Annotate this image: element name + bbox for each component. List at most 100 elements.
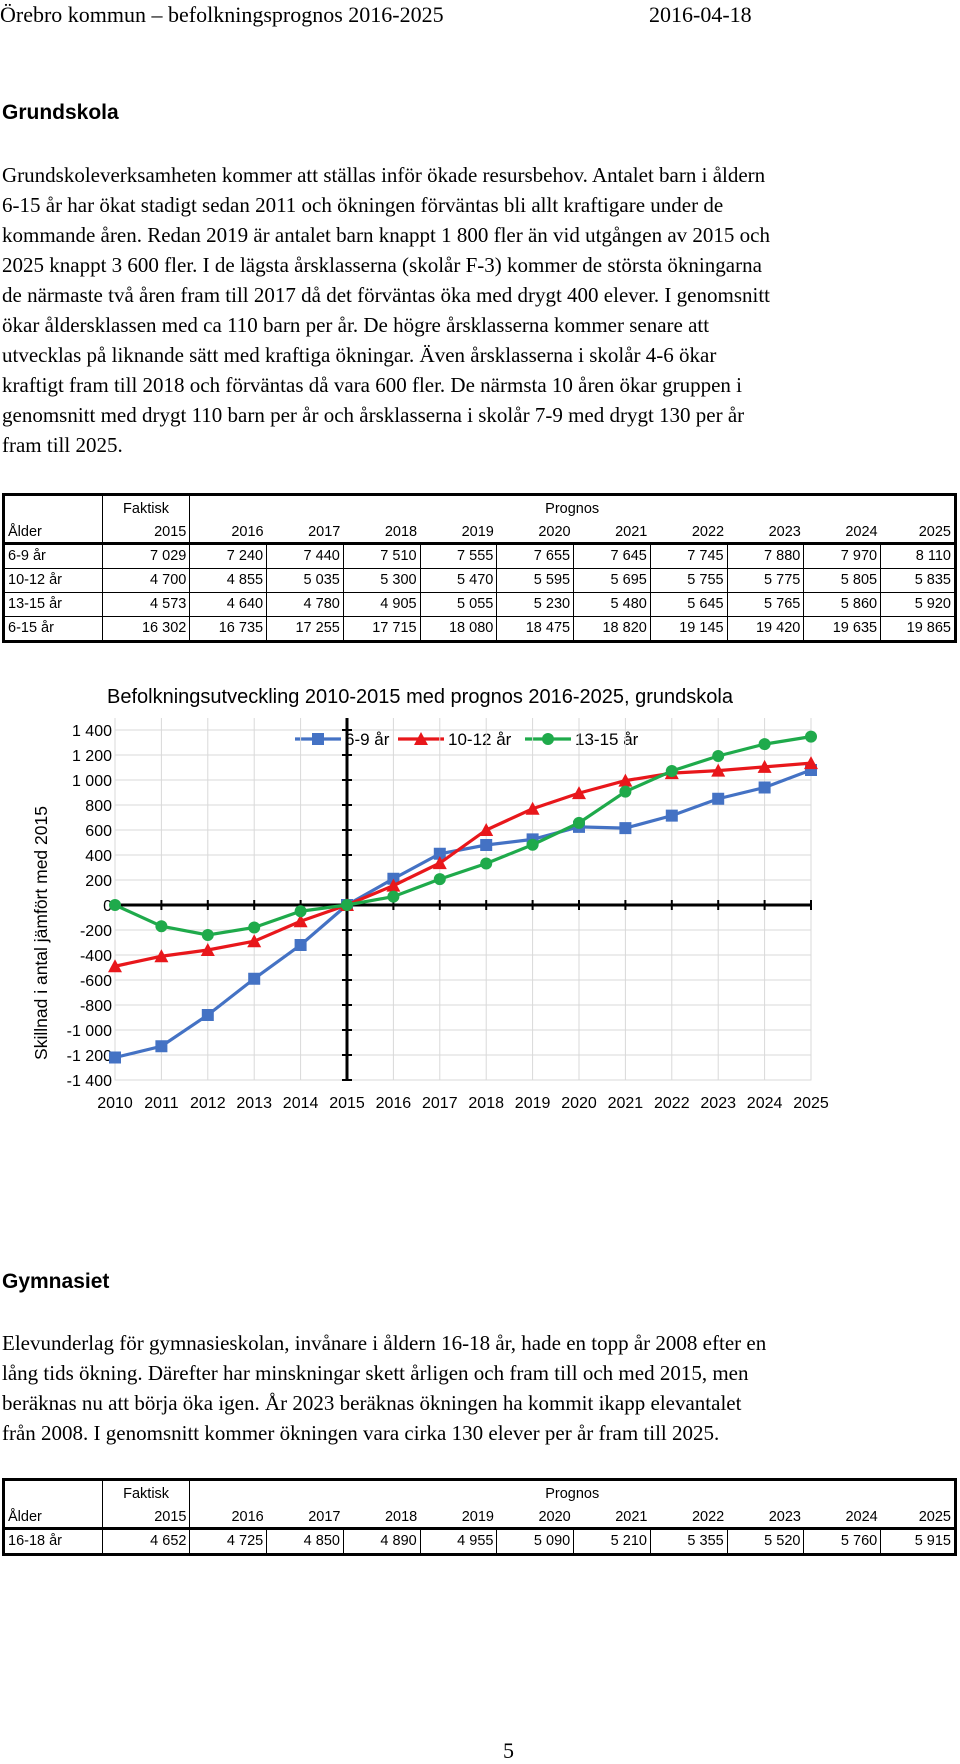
- data-point: [201, 929, 214, 941]
- x-tick-label: 2017: [422, 1095, 458, 1112]
- x-tick-label: 2010: [97, 1095, 133, 1112]
- x-tick-label: 2025: [793, 1095, 829, 1112]
- data-point: [386, 878, 401, 892]
- table-cell: 7 240: [189, 543, 267, 569]
- paragraph-line: lång tids ökning. Därefter har minskning…: [2, 1361, 749, 1385]
- year-header: 2023: [727, 1507, 804, 1530]
- y-tick-label: 200: [85, 873, 112, 890]
- table-cell: 19 635: [803, 616, 881, 643]
- data-point: [432, 856, 447, 870]
- year-header: 2020: [496, 522, 574, 545]
- table-cell: 4 640: [189, 592, 267, 617]
- table-cell: 19 865: [880, 616, 957, 643]
- y-tick-label: 0: [103, 898, 112, 915]
- year-header: 2017: [266, 1507, 344, 1530]
- table-cell: 7 655: [496, 543, 574, 569]
- data-point: [480, 839, 493, 851]
- year-header: 2017: [266, 522, 344, 545]
- table-row: 13-15 år 4 573 4 640 4 780 4 905 5 055 5 230 5 …: [2, 592, 957, 617]
- data-point: [247, 934, 262, 948]
- data-point: [109, 1051, 121, 1064]
- legend-marker: [312, 733, 324, 745]
- data-point: [387, 890, 400, 903]
- y-tick-label: -1 200: [67, 1048, 112, 1065]
- year-header: 2022: [650, 1507, 728, 1530]
- data-point: [479, 823, 494, 836]
- legend-marker: [542, 733, 554, 745]
- data-point: [154, 949, 169, 963]
- data-point: [433, 873, 446, 886]
- data-point: [665, 765, 678, 777]
- table-cell: 17 255: [266, 616, 344, 643]
- gymnasiet-table: Faktisk Prognos Ålder 2015 2016 2017 2018 2019 2…: [2, 1478, 957, 1556]
- table-cell: 4 725: [189, 1528, 267, 1556]
- table-cell: 5 090: [496, 1528, 574, 1556]
- prognos-label: Prognos: [189, 1478, 957, 1507]
- year-header: 2021: [573, 522, 651, 545]
- table-cell: 5 775: [726, 568, 804, 593]
- year-header: 2016: [189, 1507, 267, 1530]
- y-tick-label: 600: [85, 823, 112, 840]
- x-axis-ticks: 2010 2011 2012 2013 2014 2015 2016 2017 2018 2019…: [97, 1095, 829, 1112]
- table-cell: 5 645: [649, 592, 728, 617]
- y-tick-label: 400: [85, 848, 112, 865]
- y-tick-label: 800: [85, 798, 112, 815]
- table-cell: 5 765: [726, 592, 804, 617]
- table-cell: 16 302: [101, 616, 190, 643]
- faktisk-label: Faktisk: [101, 493, 190, 522]
- table-cell: 5 835: [880, 568, 957, 593]
- table-cell: 7 029: [101, 543, 190, 569]
- data-point: [200, 943, 215, 956]
- legend-label: 6-9 år: [345, 730, 390, 749]
- chart-title: Befolkningsutveckling 2010-2015 med prog…: [107, 686, 733, 708]
- table-cell: 7 510: [342, 543, 421, 569]
- year-header: 2018: [343, 1507, 421, 1530]
- year-header: 2019: [420, 1507, 497, 1530]
- row-label: 10-12 år: [2, 568, 103, 593]
- year-header: 2023: [727, 522, 804, 545]
- data-point: [108, 959, 122, 973]
- alder-label: Ålder: [2, 1507, 103, 1530]
- data-point: [248, 972, 261, 985]
- table-cell: 4 890: [342, 1528, 421, 1556]
- data-point: [758, 738, 771, 751]
- paragraph-line: från 2008. I genomsnitt kommer ökningen …: [2, 1421, 720, 1445]
- year-header: 2025: [880, 1507, 957, 1530]
- data-point: [619, 822, 632, 835]
- chart-legend: 6-9 år 10-12 år 13-15 år: [295, 730, 639, 749]
- chart-series: [108, 730, 818, 1064]
- table-cell: 5 520: [726, 1528, 804, 1556]
- table-cell: 19 145: [649, 616, 728, 643]
- table-cell: 5 760: [803, 1528, 881, 1556]
- x-tick-label: 2011: [144, 1095, 179, 1112]
- table-cell: 5 805: [803, 568, 881, 593]
- data-point: [155, 920, 168, 933]
- data-point: [572, 786, 586, 800]
- table-cell: 7 555: [419, 543, 497, 569]
- table-cell: 5 355: [649, 1528, 728, 1556]
- x-tick-label: 2024: [747, 1095, 783, 1112]
- data-point: [525, 801, 540, 815]
- prognos-label: Prognos: [189, 493, 957, 522]
- table-cell: 5 230: [496, 592, 574, 617]
- y-tick-label: 1 200: [72, 748, 112, 765]
- table-header-row: Faktisk Prognos: [2, 493, 957, 522]
- series-line: [114, 735, 812, 937]
- table-cell: 5 035: [266, 568, 344, 593]
- x-tick-label: 2016: [376, 1095, 412, 1112]
- table-cell: 4 652: [101, 1528, 190, 1556]
- x-tick-label: 2013: [236, 1095, 272, 1112]
- table-row: 16-18 år 4 652 4 725 4 850 4 890 4 955 5 090 5 …: [2, 1528, 957, 1556]
- data-point: [294, 939, 307, 951]
- y-tick-label: 1 400: [72, 723, 112, 740]
- table-row: 10-12 år 4 700 4 855 5 035 5 300 5 470 5 595 5 …: [2, 568, 957, 593]
- alder-label: Ålder: [2, 522, 103, 545]
- table-cell: 5 920: [880, 592, 957, 617]
- y-tick-label: 1 000: [72, 773, 112, 790]
- table-cell: 5 595: [496, 568, 574, 593]
- paragraph-line: Grundskoleverksamheten kommer att ställa…: [2, 163, 766, 187]
- table-cell: 7 880: [726, 543, 804, 569]
- row-label: 6-9 år: [2, 543, 103, 569]
- data-point: [248, 921, 261, 934]
